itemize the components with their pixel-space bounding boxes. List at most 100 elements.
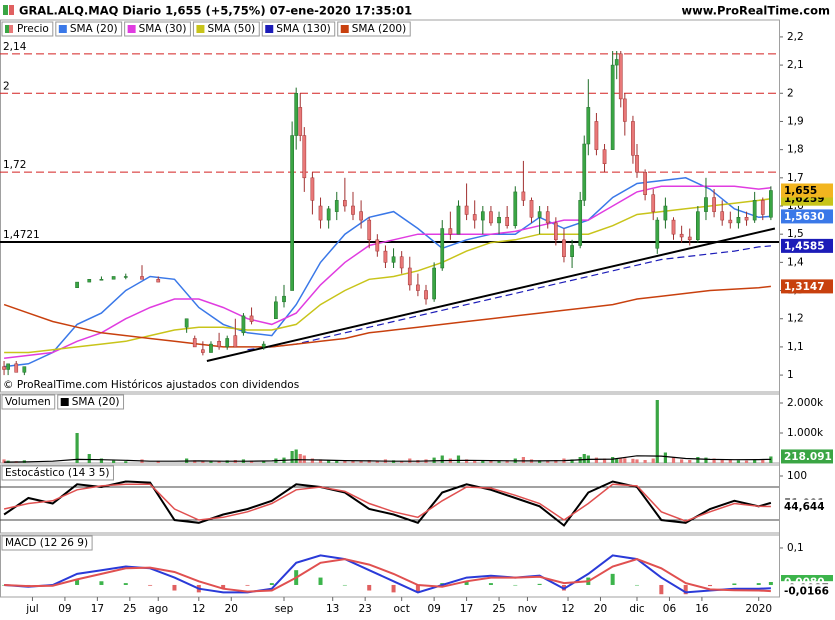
volume-bar bbox=[456, 455, 461, 463]
macd-histogram-bar bbox=[221, 584, 226, 589]
candle-body bbox=[140, 276, 144, 280]
last-value-label: 1,3147 bbox=[784, 281, 825, 293]
candle-body bbox=[651, 194, 656, 212]
x-tick-label: nov bbox=[518, 603, 537, 615]
volume-bar bbox=[505, 460, 509, 463]
legend-label: Precio bbox=[17, 23, 49, 35]
site[interactable]: www.ProRealTime.com bbox=[681, 4, 830, 18]
last-value-label: 1,655 bbox=[784, 185, 817, 197]
candle-body bbox=[375, 239, 380, 252]
candle-body bbox=[456, 205, 461, 235]
last-value-box bbox=[781, 584, 833, 599]
candle-body bbox=[614, 59, 619, 66]
legend-swatch bbox=[340, 25, 349, 33]
macd-histogram-bar bbox=[123, 583, 128, 585]
x-tick-label: oct bbox=[394, 603, 410, 615]
volume-bar bbox=[663, 452, 667, 463]
volume-bar bbox=[619, 457, 623, 463]
volume-bar bbox=[318, 459, 323, 463]
x-tick-label: 17 bbox=[91, 603, 104, 615]
candle-body bbox=[472, 214, 477, 221]
x-tick-label: sep bbox=[275, 603, 294, 615]
volume-bar bbox=[87, 454, 91, 463]
volume-bar bbox=[440, 455, 444, 463]
candle-body bbox=[744, 217, 749, 221]
candle-body bbox=[111, 276, 116, 280]
panel-title: SMA (30) bbox=[139, 23, 187, 35]
macd-histogram-bar bbox=[415, 584, 420, 593]
x-tick-label: 25 bbox=[123, 603, 136, 615]
panel-title: Volumen bbox=[5, 396, 51, 408]
panel-title-box bbox=[55, 21, 123, 37]
macd-histogram-bar bbox=[537, 583, 542, 585]
macd-histogram-bar bbox=[148, 584, 153, 586]
candle-body bbox=[521, 191, 526, 201]
volume-bar bbox=[290, 451, 294, 463]
volume-bar bbox=[2, 459, 6, 463]
candle-body bbox=[192, 338, 197, 348]
macd-histogram-bar bbox=[708, 584, 713, 587]
volume-bar bbox=[193, 460, 197, 463]
y-tick-label: 0,1 bbox=[787, 542, 804, 554]
y-tick-label: 1,9 bbox=[787, 115, 804, 127]
chart-title: GRAL.ALQ.MAQ Diario 1,655 (+5,75%) 07-en… bbox=[19, 4, 412, 18]
volume-bar bbox=[473, 460, 477, 463]
x-tick-label: 20 bbox=[594, 603, 607, 615]
candle-body bbox=[720, 211, 725, 221]
candle-body bbox=[610, 64, 615, 150]
candle-body bbox=[537, 211, 542, 218]
volume-bar bbox=[521, 457, 525, 463]
candle-body bbox=[351, 205, 355, 215]
level-label: 1,72 bbox=[3, 159, 26, 171]
candle-body bbox=[618, 53, 623, 100]
volume-bar bbox=[201, 460, 205, 463]
macd-histogram-bar bbox=[99, 581, 104, 585]
y-tick-label: 2.000k bbox=[787, 397, 824, 409]
candle-body bbox=[298, 107, 303, 136]
footnote: © ProRealTime.com Históricos ajustados c… bbox=[3, 379, 299, 391]
panel-title-box bbox=[1, 394, 56, 410]
moving-average bbox=[4, 177, 771, 368]
candle-body bbox=[359, 211, 363, 221]
macd-histogram-bar bbox=[342, 584, 347, 586]
volume-bar bbox=[696, 457, 700, 463]
macd-histogram-bar bbox=[634, 584, 639, 586]
candle-body bbox=[760, 200, 765, 215]
last-value-box bbox=[781, 183, 833, 198]
candle-body bbox=[282, 295, 286, 303]
macd-histogram-bar bbox=[768, 582, 773, 585]
volume-bar bbox=[249, 460, 254, 463]
level-label: 2 bbox=[3, 80, 10, 92]
panel-title-box bbox=[337, 21, 411, 37]
candle-body bbox=[712, 197, 716, 212]
candle-body bbox=[448, 228, 453, 235]
macd-histogram-bar bbox=[2, 584, 7, 586]
volume-bar bbox=[464, 459, 469, 463]
panel-title: SMA (20) bbox=[72, 396, 120, 408]
legend-swatch bbox=[60, 398, 69, 406]
macd-histogram-bar bbox=[756, 583, 761, 585]
volume-bar bbox=[294, 449, 298, 463]
y-tick-label: 1,4 bbox=[787, 256, 804, 268]
volume-bar bbox=[217, 460, 221, 463]
candle-body bbox=[655, 219, 660, 249]
volume-bar bbox=[570, 459, 574, 463]
candle-body bbox=[75, 281, 79, 288]
x-tick-label: 12 bbox=[192, 603, 205, 615]
volume-bar bbox=[744, 460, 749, 463]
macd-histogram-bar bbox=[318, 577, 323, 585]
last-value-label: 218.091 bbox=[784, 451, 832, 463]
volume-bar bbox=[631, 458, 635, 463]
last-value-box bbox=[781, 499, 833, 514]
candle-body bbox=[631, 121, 635, 156]
macd-histogram-bar bbox=[488, 583, 493, 585]
macd-histogram-bar bbox=[391, 584, 396, 593]
moving-average bbox=[3, 285, 771, 348]
candle-body bbox=[399, 256, 404, 269]
volume-bar bbox=[655, 400, 659, 463]
volume-bar bbox=[554, 460, 558, 463]
header-icon bbox=[3, 5, 8, 15]
candle-body bbox=[643, 171, 647, 195]
last-value-label: -0,0166 bbox=[784, 586, 829, 598]
volume-bar bbox=[400, 460, 404, 463]
